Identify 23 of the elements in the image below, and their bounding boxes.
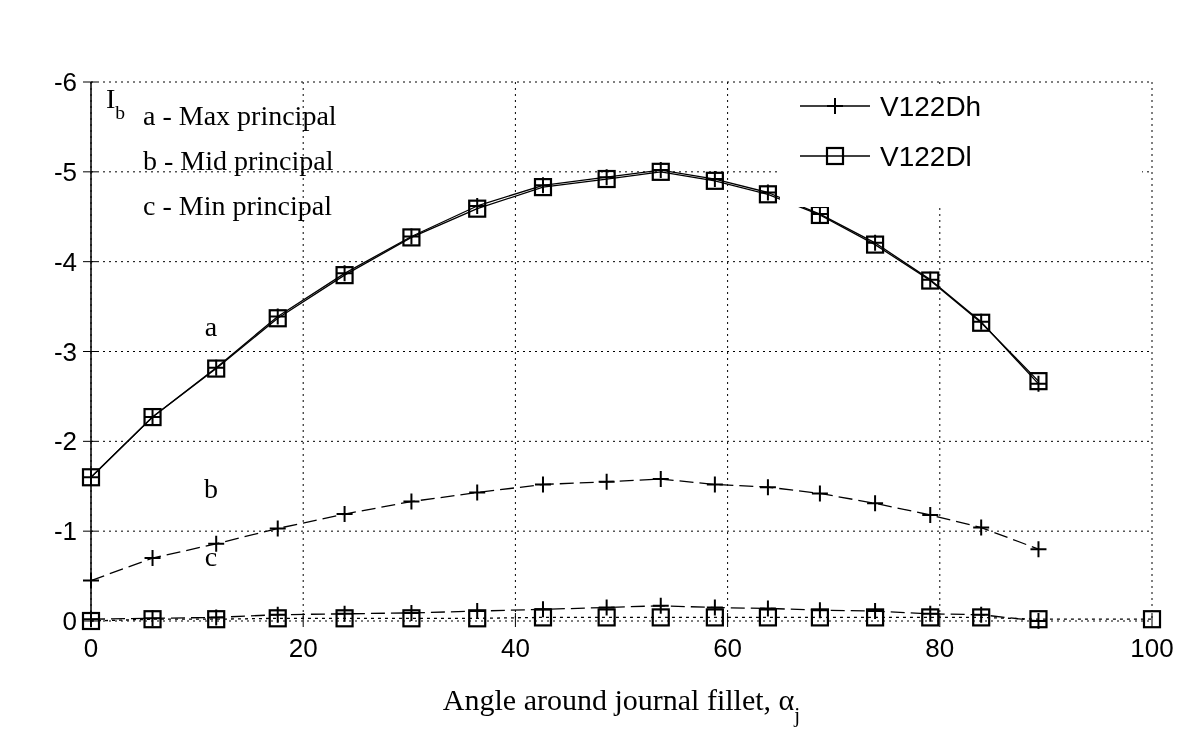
annotation: c - Min principal [143, 190, 333, 221]
annotation: b [204, 473, 218, 504]
y-tick-label: -6 [53, 67, 77, 98]
x-tick-label: 0 [83, 633, 99, 663]
legend-label: V122Dh [880, 90, 982, 122]
y-tick-label: -5 [53, 156, 77, 187]
x-tick-label: 40 [500, 633, 530, 663]
y-tick-label: -2 [53, 426, 77, 457]
y-axis-title: I$_{b}$ [106, 83, 126, 123]
annotation: a - Max principal [143, 100, 337, 131]
y-tick-label: -4 [53, 246, 77, 277]
annotation: b - Mid principal [143, 145, 334, 176]
x-tick-label: 80 [925, 633, 955, 663]
x-tick-label: 60 [713, 633, 743, 663]
y-tick-label: 0 [62, 606, 77, 637]
annotation: c [204, 541, 218, 572]
legend-label: V122Dl [880, 140, 972, 172]
x-axis-title: Angle around journal fillet, α$_{j}$ [442, 683, 801, 727]
y-tick-label: -3 [53, 336, 77, 367]
y-tick-label: -1 [53, 516, 77, 547]
annotation: a [204, 311, 218, 342]
x-tick-label: 20 [288, 633, 318, 663]
x-tick-label: 100 [1130, 633, 1174, 663]
